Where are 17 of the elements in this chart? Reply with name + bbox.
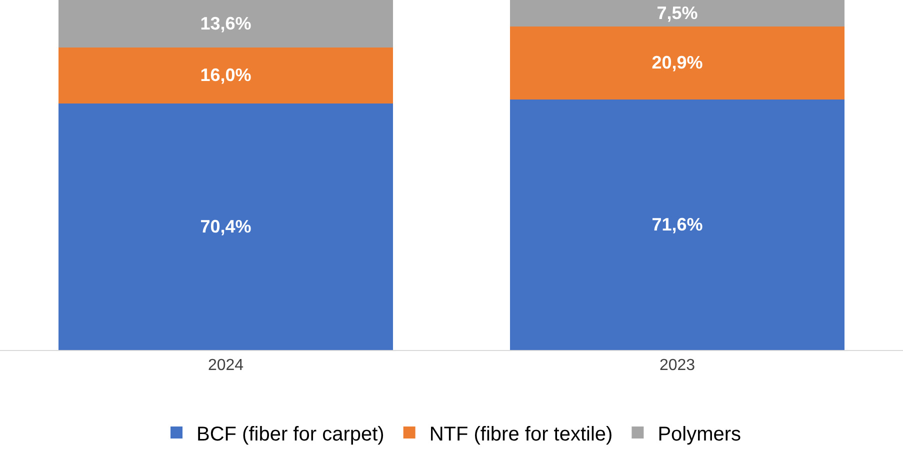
bar <box>58 0 393 48</box>
x-tick-label: 2024 <box>208 357 244 374</box>
bar <box>58 48 393 104</box>
bar <box>58 104 393 350</box>
data-label: 71,6% <box>652 214 703 234</box>
data-label: 13,6% <box>200 13 252 34</box>
data-label: 70,4% <box>200 216 252 236</box>
data-label: 16,0% <box>200 65 252 86</box>
bar <box>510 26 844 100</box>
data-label: 20,9% <box>652 52 703 72</box>
data-label: 7,5% <box>656 2 698 23</box>
x-tick-label: 2023 <box>659 357 696 374</box>
legend-label: NTF (fibre for textile) <box>429 423 613 446</box>
legend-label: Polymers <box>658 423 742 446</box>
bar <box>510 0 844 26</box>
legend-label: BCF (fiber for carpet) <box>196 423 384 446</box>
bar <box>510 99 844 350</box>
